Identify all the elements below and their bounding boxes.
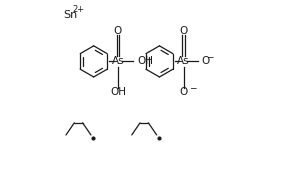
Text: As: As xyxy=(112,56,124,66)
Text: As: As xyxy=(177,56,190,66)
Text: OH: OH xyxy=(110,87,126,97)
Text: O: O xyxy=(114,26,122,36)
Text: 2+: 2+ xyxy=(72,5,85,14)
Text: −: − xyxy=(189,83,197,92)
Text: O: O xyxy=(201,56,210,66)
Text: OH: OH xyxy=(137,56,153,66)
Text: O: O xyxy=(180,26,188,36)
Text: −: − xyxy=(206,53,214,62)
Text: Sn: Sn xyxy=(63,10,78,20)
Text: O: O xyxy=(180,87,188,97)
